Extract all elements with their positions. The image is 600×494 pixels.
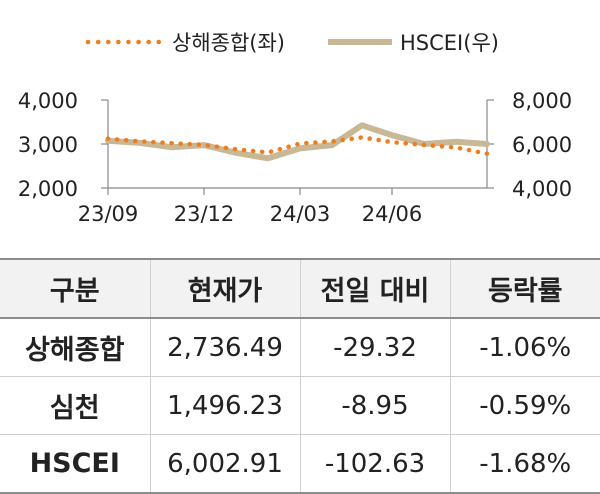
table-row: 상해종합 2,736.49 -29.32 -1.06% [0,318,600,377]
y-right-tick-label: 6,000 [512,133,572,157]
header-cell: 구분 [0,258,151,319]
y-right-tick-label: 8,000 [512,89,572,113]
change-cell: -8.95 [300,376,451,435]
change-cell: -29.32 [300,318,451,377]
y-right-tick-label: 4,000 [512,177,572,201]
x-tick-label: 24/06 [362,202,423,226]
x-tick-label: 23/09 [78,202,139,226]
x-tick-label: 23/12 [174,202,235,226]
table-row: HSCEI 6,002.91 -102.63 -1.68% [0,434,600,494]
rate-cell: -1.06% [450,318,600,377]
series-group [105,122,490,162]
row-name: HSCEI [0,434,151,494]
change-cell: -102.63 [300,434,451,494]
rate-cell: -1.68% [450,434,600,494]
header-cell: 전일 대비 [300,258,451,319]
y-left-tick-label: 3,000 [18,133,78,157]
legend: 상해종합(좌) HSCEI(우) [85,31,499,55]
header-cell: 현재가 [150,258,301,319]
y-left-tick-label: 2,000 [18,177,78,201]
x-tick-label: 24/03 [270,202,331,226]
table-header-row: 구분 현재가 전일 대비 등락률 [0,258,600,319]
series-line-hscei [105,122,490,162]
price-cell: 2,736.49 [150,318,301,377]
header-cell: 등락률 [450,258,600,319]
legend-label-shanghai: 상해종합(좌) [172,31,285,55]
row-name: 심천 [0,376,151,435]
series-line-shanghai [105,135,490,156]
axes: 2,000 3,000 4,000 4,000 6,000 8,000 23/09 23/12… [18,89,572,226]
y-left-tick-label: 4,000 [18,89,78,113]
table-row: 심천 1,496.23 -8.95 -0.59% [0,376,600,435]
row-name: 상해종합 [0,318,151,377]
rate-cell: -0.59% [450,376,600,435]
line-chart: 상해종합(좌) HSCEI(우) 2,000 3,000 4,000 4,000 6,0… [18,31,572,226]
legend-label-hscei: HSCEI(우) [400,31,499,55]
price-cell: 6,002.91 [150,434,301,494]
price-cell: 1,496.23 [150,376,301,435]
market-table: 구분 현재가 전일 대비 등락률 상해종합 2,736.49 -29.32 -1… [0,258,600,494]
